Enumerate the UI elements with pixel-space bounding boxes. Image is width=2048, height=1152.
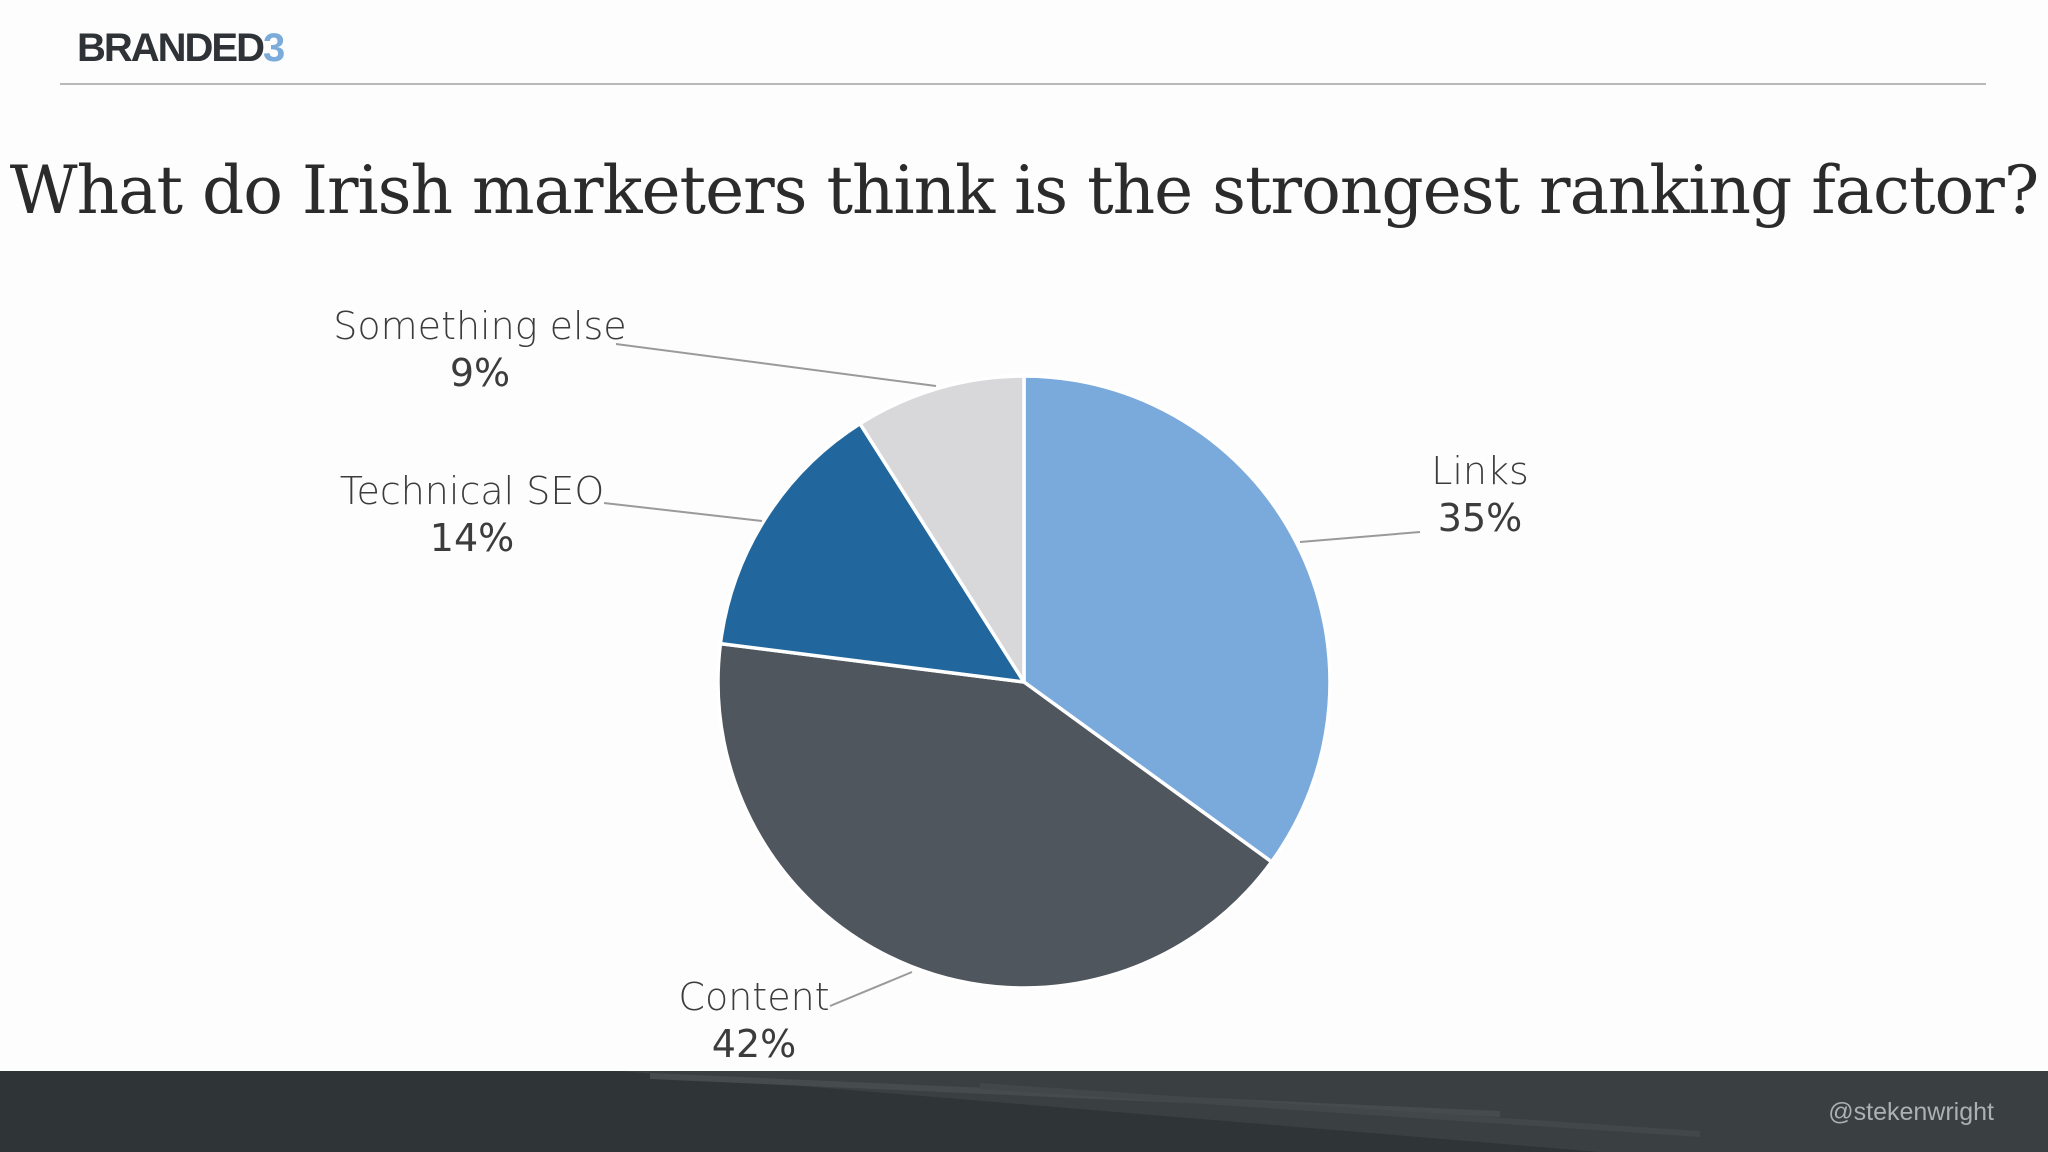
pie-slice-something-else xyxy=(858,374,1026,684)
data-label-value-something-else: 9% xyxy=(450,351,510,395)
footer-decoration xyxy=(620,1071,2048,1152)
brand-logo: BRANDED3 xyxy=(77,26,285,71)
data-label-value-technical-seo: 14% xyxy=(430,516,514,560)
leader-line-something-else xyxy=(615,343,937,387)
twitter-handle: @stekenwright xyxy=(1828,1098,1994,1126)
leader-line-technical-seo xyxy=(603,502,763,522)
data-label-category-content: Content xyxy=(678,975,829,1019)
header-divider xyxy=(60,83,1986,85)
leader-line-links xyxy=(1299,531,1421,543)
pie-slice-links xyxy=(1022,374,1332,864)
data-label-category-something-else: Something else xyxy=(333,304,626,348)
data-label-value-content: 42% xyxy=(712,1022,796,1066)
data-label-value-links: 35% xyxy=(1438,496,1522,540)
slide-title: What do Irish marketers think is the str… xyxy=(9,152,2039,229)
footer-bar: @stekenwright xyxy=(0,1071,2048,1152)
pie-slice-technical-seo xyxy=(718,421,1026,684)
brand-logo-text: BRANDED xyxy=(77,26,265,70)
brand-logo-number: 3 xyxy=(263,26,285,70)
leader-line-content xyxy=(829,971,913,1007)
data-label-category-links: Links xyxy=(1431,449,1529,493)
pie-slice-content xyxy=(716,641,1274,990)
data-label-category-technical-seo: Technical SEO xyxy=(340,469,605,513)
